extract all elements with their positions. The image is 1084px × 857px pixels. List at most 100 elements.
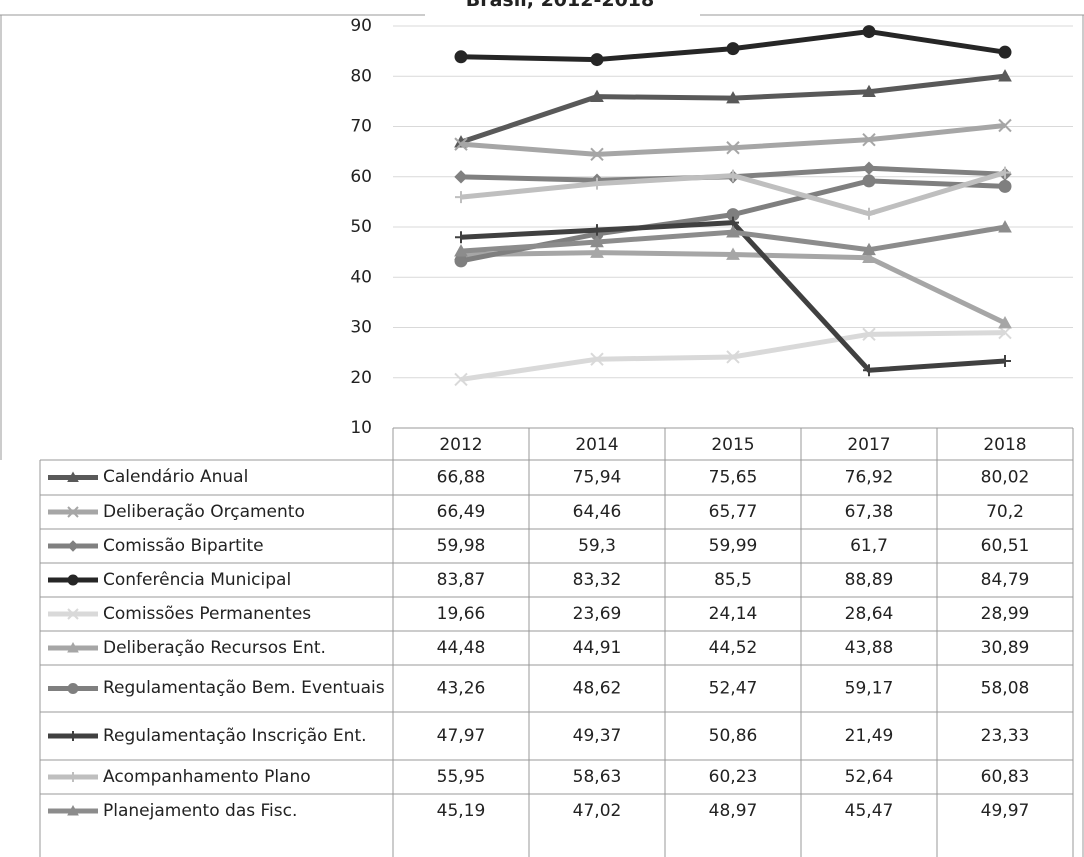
legend-label: Deliberação Recursos Ent. xyxy=(103,637,326,658)
legend-label: Comissões Permanentes xyxy=(103,603,312,624)
table-value: 67,38 xyxy=(845,502,894,522)
table-value: 60,23 xyxy=(709,767,758,787)
legend-label-cell: Acompanhamento Plano xyxy=(103,760,391,794)
marker xyxy=(999,355,1011,368)
marker xyxy=(591,177,603,190)
marker xyxy=(998,220,1012,233)
table-value: 58,63 xyxy=(573,767,622,787)
table-value: 60,51 xyxy=(981,536,1030,556)
y-tick-label: 20 xyxy=(350,368,372,388)
x-tick-label: 2018 xyxy=(983,435,1026,455)
marker xyxy=(67,683,79,694)
legend-label: Comissão Bipartite xyxy=(103,535,264,556)
legend-label-box: Comissões Permanentes xyxy=(103,603,312,624)
table-value: 59,98 xyxy=(437,536,486,556)
marker xyxy=(67,506,79,518)
marker xyxy=(998,315,1012,329)
chart-title: Brasil, 2012-2018 xyxy=(466,0,655,11)
y-tick-label: 90 xyxy=(350,16,372,36)
legend-label-box: Regulamentação Inscrição Ent. xyxy=(103,712,391,760)
table-value: 52,64 xyxy=(845,767,894,787)
legend-label-cell: Comissão Bipartite xyxy=(103,529,391,563)
series-line xyxy=(460,250,1007,326)
table-value: 52,47 xyxy=(709,679,758,699)
table-value: 21,49 xyxy=(845,726,894,746)
legend-label-cell: Conferência Municipal xyxy=(103,563,391,597)
table-value: 66,49 xyxy=(437,502,486,522)
legend-label-cell: Regulamentação Inscrição Ent. xyxy=(103,712,391,760)
marker xyxy=(590,147,604,162)
table-value: 44,91 xyxy=(573,638,622,658)
legend-label-cell: Calendário Anual xyxy=(103,460,391,495)
x-tick-label: 2015 xyxy=(711,435,754,455)
marker xyxy=(67,540,79,552)
legend-label: Calendário Anual xyxy=(103,467,249,487)
marker xyxy=(998,69,1012,82)
marker xyxy=(590,89,604,102)
table-value: 43,88 xyxy=(845,638,894,658)
legend-label-box: Deliberação Recursos Ent. xyxy=(103,637,326,658)
series-line xyxy=(460,123,1006,157)
legend-label-box: Conferência Municipal xyxy=(103,563,391,597)
marker xyxy=(67,608,79,620)
legend-label: Deliberação Orçamento xyxy=(103,501,305,522)
legend-label-box: Acompanhamento Plano xyxy=(103,760,391,794)
legend-label-box: Comissão Bipartite xyxy=(103,529,391,563)
marker xyxy=(67,471,79,482)
y-tick-label: 50 xyxy=(350,217,372,237)
marker xyxy=(862,132,876,147)
marker xyxy=(998,45,1012,59)
table-value: 65,77 xyxy=(709,502,758,522)
table-value: 80,02 xyxy=(981,468,1030,488)
marker xyxy=(590,53,604,67)
legend-label-box: Regulamentação Bem. Eventuais xyxy=(103,665,391,712)
y-tick-label: 60 xyxy=(350,167,372,187)
legend-label-cell: Planejamento das Fisc. xyxy=(103,794,391,828)
marker xyxy=(68,731,78,741)
marker xyxy=(727,169,739,182)
marker xyxy=(726,247,740,260)
table-value: 24,14 xyxy=(709,604,758,624)
table-value: 70,2 xyxy=(986,502,1024,522)
marker xyxy=(67,804,79,816)
table-value: 85,5 xyxy=(714,570,752,590)
marker xyxy=(862,161,876,175)
marker xyxy=(862,242,876,256)
marker xyxy=(998,325,1012,340)
marker xyxy=(590,352,604,366)
marker xyxy=(454,372,468,387)
legend-label-cell: Regulamentação Bem. Eventuais xyxy=(103,665,391,712)
marker xyxy=(862,250,876,264)
table-value: 76,92 xyxy=(845,468,894,488)
y-tick-label: 70 xyxy=(350,117,372,137)
y-tick-label: 30 xyxy=(350,318,372,338)
legend-label-box: Planejamento das Fisc. xyxy=(103,794,391,828)
table-value: 19,66 xyxy=(437,604,486,624)
table-value: 43,26 xyxy=(437,679,486,699)
marker xyxy=(998,118,1012,133)
table-value: 28,99 xyxy=(981,604,1030,624)
table-value: 59,99 xyxy=(709,536,758,556)
table-value: 47,02 xyxy=(573,801,622,821)
table-value: 66,88 xyxy=(437,468,486,488)
table-value: 84,79 xyxy=(981,570,1030,590)
table-value: 75,65 xyxy=(709,468,758,488)
table-value: 50,86 xyxy=(709,726,758,746)
table-value: 55,95 xyxy=(437,767,486,787)
marker xyxy=(454,244,468,257)
table-value: 88,89 xyxy=(845,570,894,590)
table-value: 49,97 xyxy=(981,801,1030,821)
table-value: 60,83 xyxy=(981,767,1030,787)
table-value: 30,89 xyxy=(981,638,1030,658)
legend-label: Planejamento das Fisc. xyxy=(103,800,298,821)
table-value: 48,62 xyxy=(573,679,622,699)
table-value: 28,64 xyxy=(845,604,894,624)
marker xyxy=(455,231,467,244)
table-value: 23,69 xyxy=(573,604,622,624)
marker xyxy=(454,137,468,151)
table-value: 45,47 xyxy=(845,801,894,821)
marker xyxy=(454,50,468,64)
table-value: 64,46 xyxy=(573,502,622,522)
marker xyxy=(454,170,468,184)
